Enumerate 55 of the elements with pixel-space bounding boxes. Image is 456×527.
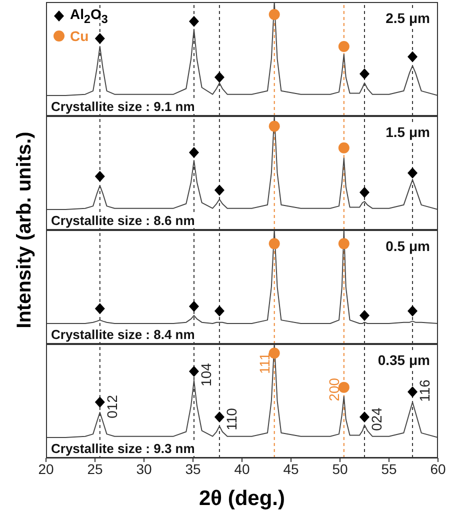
point [188, 146, 199, 158]
point [360, 186, 370, 198]
point [338, 238, 350, 250]
y-axis-title: Intensity (arb. units.) [14, 132, 36, 328]
point [338, 142, 350, 154]
point [360, 68, 370, 80]
point [360, 411, 370, 422]
x-tick-label: 35 [185, 460, 201, 477]
annotation: 012 [104, 394, 120, 418]
point [360, 310, 370, 321]
point [188, 366, 199, 377]
x-axis-title: 2θ (deg.) [198, 486, 286, 512]
point [214, 184, 224, 196]
annotation: 116 [416, 379, 433, 402]
x-tick-label: 45 [283, 460, 299, 477]
x-tick-label: 20 [38, 460, 54, 477]
point [94, 170, 105, 182]
annotation: Crystallite size : 9.1 nm [50, 99, 196, 114]
annotation: Crystallite size : 9.3 nm [50, 441, 196, 456]
point [214, 411, 224, 422]
point [94, 32, 105, 44]
point [268, 9, 280, 20]
point [188, 16, 199, 27]
point [94, 396, 105, 408]
x-tick-label: 60 [430, 460, 446, 477]
annotation: 104 [198, 362, 214, 386]
point [188, 300, 199, 312]
point [408, 305, 418, 316]
point [268, 348, 280, 359]
annotation: Crystallite size : 8.6 nm [50, 213, 196, 228]
x-tick-label: 40 [234, 460, 250, 477]
point [408, 51, 418, 62]
annotation: Crystallite size : 8.4 nm [50, 327, 196, 342]
point [268, 238, 280, 250]
x-tick-label: 25 [87, 460, 103, 477]
annotation: 1.5 μm [386, 124, 430, 140]
annotation: 111 [256, 352, 272, 374]
legend-label: Al$_{2}$O$_{3}$ [70, 6, 108, 26]
annotation: 0.35 μm [378, 352, 430, 368]
point [268, 120, 280, 132]
x-tick-label: 30 [136, 460, 152, 477]
point [408, 168, 418, 178]
annotation: 200 [326, 378, 342, 402]
point [214, 72, 224, 83]
x-tick-label: 50 [332, 460, 348, 477]
point [94, 303, 105, 314]
annotation: 2.5 μm [386, 10, 430, 26]
point [408, 386, 418, 398]
legend-label: Cu [70, 28, 89, 44]
annotation: 024 [368, 407, 384, 431]
x-tick-label: 55 [381, 460, 397, 477]
point [338, 40, 350, 52]
annotation: 0.5 μm [386, 238, 430, 254]
point [214, 305, 224, 316]
annotation: 110 [223, 408, 240, 430]
